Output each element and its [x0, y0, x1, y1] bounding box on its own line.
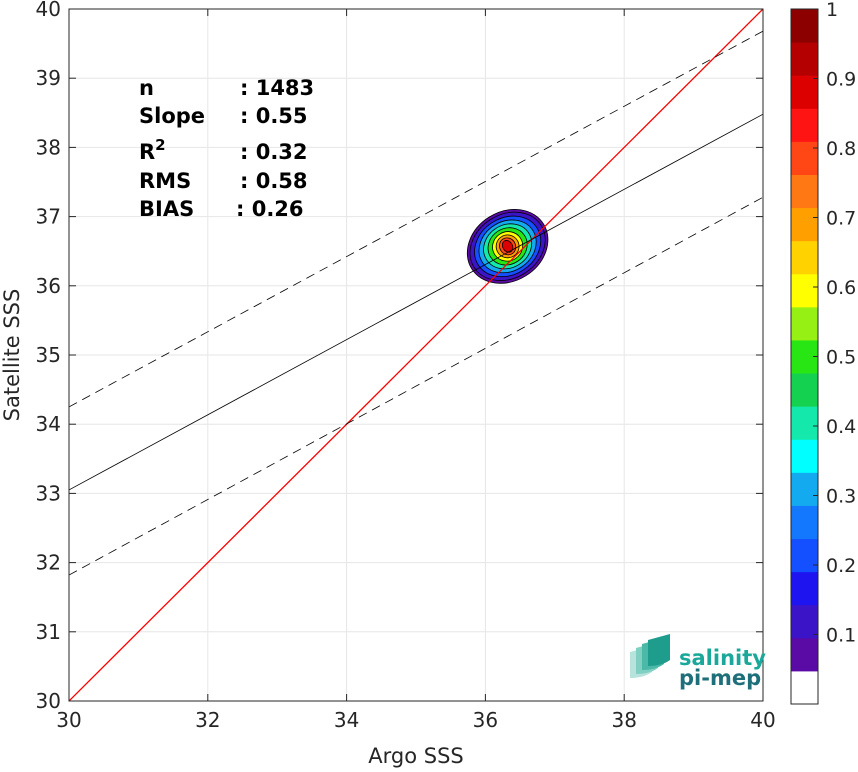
line-fit: [69, 113, 763, 491]
colorbar-tick-label: 0.9: [826, 69, 856, 91]
colorbar-segment: [791, 604, 818, 639]
colorbar-segment: [791, 637, 818, 672]
colorbar-tick-label: 0.5: [826, 347, 856, 369]
x-axis: 30 32 34 36 38 40: [56, 9, 776, 732]
stat-value: : 1483: [240, 76, 314, 100]
y-tick-label: 40: [36, 0, 61, 21]
colorbar-segment: [791, 273, 818, 308]
line-upper: [69, 30, 763, 408]
stats-box: n : 1483 Slope : 0.55 R2 : 0.32 RMS : 0.58 BIAS:…: [139, 76, 314, 221]
x-tick-label: 32: [195, 708, 220, 732]
colorbar-segment: [791, 571, 818, 606]
colorbar-tick-label: 1: [826, 0, 838, 21]
colorbar-tick-label: 0.1: [826, 625, 856, 647]
x-tick-label: 34: [334, 708, 359, 732]
colorbar-segment: [791, 406, 818, 440]
y-tick-label: 38: [36, 135, 61, 159]
y-tick-label: 35: [36, 343, 61, 367]
stat-value: : 0.26: [236, 197, 304, 221]
stat-label: R2: [139, 136, 166, 164]
y-tick-label: 36: [36, 274, 61, 298]
colorbar-tick-label: 0.7: [826, 208, 856, 230]
reference-lines: [69, 9, 763, 701]
x-tick-label: 40: [750, 708, 775, 732]
colorbar-segment: [791, 306, 818, 341]
logo-text-pi-mep: pi-mep: [679, 666, 761, 690]
x-tick-label: 36: [473, 708, 498, 732]
colorbar-segment: [791, 538, 818, 573]
x-tick-label: 38: [611, 708, 636, 732]
colorbar-tick-label: 0.4: [826, 416, 856, 438]
y-tick-label: 34: [36, 412, 61, 436]
y-axis-label: Satellite SSS: [0, 289, 24, 422]
colorbar-segment: [791, 373, 818, 407]
colorbar-segment: [791, 174, 818, 209]
stat-label: BIAS: [139, 197, 194, 221]
colorbar-segment: [791, 141, 818, 175]
x-tick-label: 30: [56, 708, 81, 732]
colorbar-segment: [791, 505, 818, 540]
colorbar-segment: [791, 207, 818, 242]
y-tick-label: 32: [36, 551, 61, 575]
colorbar-segment: [791, 670, 818, 705]
colorbar-tick-label: 0.3: [826, 486, 856, 508]
y-axis: 30 31 32 33 34 35 36 37 38 39 40: [36, 0, 763, 713]
y-tick-label: 31: [36, 620, 61, 644]
colorbar-segment: [791, 108, 818, 142]
colorbar-segment: [791, 75, 818, 109]
y-tick-label: 33: [36, 481, 61, 505]
colorbar-segment: [791, 240, 818, 275]
colorbar-tick-label: 0.6: [826, 277, 856, 299]
colorbar-segment: [791, 439, 818, 473]
density-contours: [466, 209, 549, 284]
y-tick-label: 37: [36, 205, 61, 229]
stat-label: RMS: [139, 169, 191, 193]
line-1-1: [69, 9, 763, 701]
stat-superscript: 2: [155, 136, 165, 154]
logo-text-salinity: salinity: [679, 646, 766, 670]
colorbar-segment: [791, 9, 818, 43]
x-axis-label: Argo SSS: [368, 744, 463, 768]
logo-wave-icon: [648, 634, 670, 666]
colorbar-segment: [791, 42, 818, 76]
density-contour: [501, 240, 514, 253]
colorbar: 0.1 0.2 0.3 0.4 0.5 0.6 0.7 0.8 0.9 1: [790, 0, 856, 705]
stat-label: n: [139, 76, 154, 100]
stat-value: : 0.55: [240, 104, 308, 128]
colorbar-segment: [791, 472, 818, 506]
line-lower: [69, 196, 763, 576]
stat-value: : 0.58: [240, 169, 308, 193]
colorbar-tick-label: 0.2: [826, 555, 856, 577]
y-tick-label: 30: [36, 689, 61, 713]
stat-value: : 0.32: [240, 140, 308, 164]
colorbar-tick-label: 0.8: [826, 138, 856, 160]
stat-label: Slope: [139, 104, 205, 128]
y-tick-label: 39: [36, 66, 61, 90]
